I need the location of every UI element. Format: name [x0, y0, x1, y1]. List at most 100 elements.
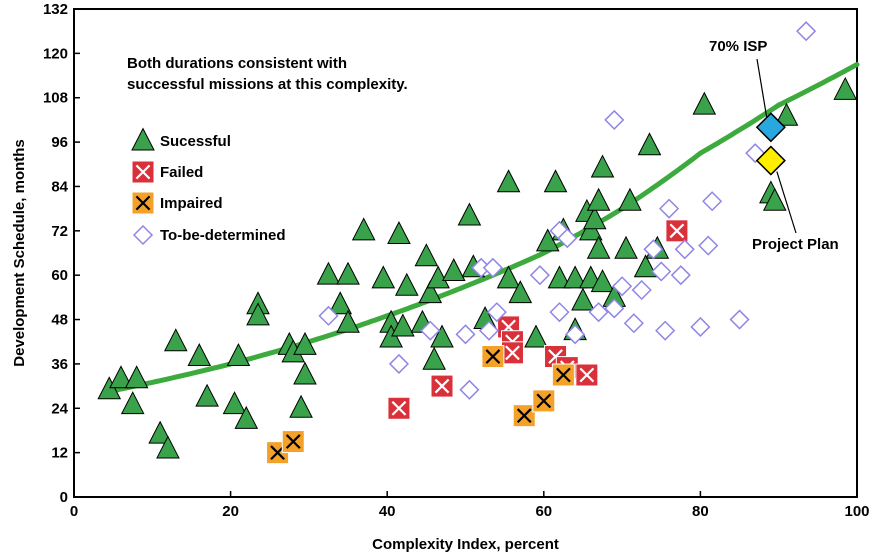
annotation-note-line1: Both durations consistent with — [127, 55, 347, 72]
axes — [73, 8, 858, 498]
point-sucessful — [371, 265, 396, 289]
x-tick-label: 40 — [379, 503, 396, 520]
point-to-be-determined — [612, 276, 633, 297]
x-axis-title: Complexity Index, percent — [372, 536, 559, 553]
point-sucessful — [833, 76, 858, 100]
callout-leader-isp — [756, 58, 768, 119]
point-sucessful — [120, 391, 145, 415]
point-sucessful — [394, 272, 419, 296]
point-to-be-determined — [674, 239, 695, 260]
point-sucessful — [391, 313, 415, 337]
point-to-be-determined — [565, 324, 586, 345]
point-sucessful — [618, 187, 642, 211]
point-sucessful — [109, 365, 133, 389]
point-sucessful — [496, 169, 521, 193]
point-to-be-determined — [482, 257, 503, 278]
point-sucessful — [614, 235, 638, 259]
data-points — [97, 21, 858, 465]
point-to-be-determined — [670, 265, 691, 286]
point-sucessful — [316, 261, 341, 285]
x-tick-label: 80 — [692, 503, 709, 520]
marker-x-stroke — [579, 367, 595, 383]
point-sucessful — [563, 265, 587, 289]
point-sucessful — [590, 269, 615, 293]
y-tick-label: 132 — [43, 1, 68, 18]
callout-leader-plan — [776, 171, 797, 234]
x-tick-label: 20 — [222, 503, 239, 520]
y-tick-label: 36 — [51, 356, 68, 373]
point-to-be-determined — [659, 198, 680, 219]
marker-x-stroke — [135, 195, 151, 211]
x-tick-label: 60 — [535, 503, 552, 520]
point-to-be-determined — [588, 302, 609, 323]
point-sucessful — [234, 405, 259, 429]
point-sucessful — [547, 265, 572, 289]
point-sucessful — [586, 187, 611, 211]
point-impaired — [551, 363, 575, 387]
y-tick-label: 120 — [43, 45, 68, 62]
y-tick-label: 84 — [51, 178, 68, 195]
point-sucessful — [543, 169, 568, 193]
legend-marker-failed — [131, 160, 155, 184]
y-tick-label: 0 — [60, 489, 68, 506]
point-to-be-determined — [651, 261, 672, 282]
point-sucessful — [187, 343, 212, 367]
y-tick-label: 72 — [51, 223, 68, 240]
point-to-be-determined — [698, 235, 719, 256]
legend-label: To-be-determined — [160, 227, 286, 244]
legend-item: Impaired — [131, 191, 223, 215]
legend-marker-impaired — [131, 191, 155, 215]
point-sucessful — [496, 265, 521, 289]
y-tick-label: 96 — [51, 134, 68, 151]
marker-x-stroke — [285, 434, 301, 449]
point-to-be-determined — [796, 21, 817, 42]
point-to-be-determined — [729, 309, 750, 330]
point-sucessful — [222, 391, 247, 415]
point-impaired — [512, 404, 536, 428]
point-sucessful — [422, 346, 446, 370]
point-failed — [430, 374, 454, 398]
x-tick-label: 0 — [70, 503, 78, 520]
point-to-be-determined — [455, 324, 476, 345]
marker-x-stroke — [669, 223, 685, 239]
point-failed — [387, 396, 411, 420]
legend-label: Sucessful — [160, 133, 231, 150]
point-sucessful — [692, 91, 717, 115]
legend-label: Failed — [160, 164, 203, 181]
y-tick-label: 48 — [51, 312, 68, 329]
point-impaired — [532, 389, 556, 413]
point-impaired — [281, 430, 305, 454]
point-failed — [575, 363, 599, 387]
legend-marker-sucessful — [131, 127, 155, 151]
point-sucessful — [293, 331, 317, 355]
legend-item: Sucessful — [131, 127, 231, 151]
point-sucessful — [633, 254, 658, 278]
point-to-be-determined — [459, 379, 480, 400]
marker-x-stroke — [516, 408, 532, 424]
point-sucessful — [414, 243, 439, 267]
point-sucessful — [457, 202, 482, 226]
y-tick-label: 24 — [51, 400, 68, 417]
point-sucessful — [586, 235, 611, 259]
callouts: 70% ISP Project Plan — [709, 38, 839, 253]
point-sucessful — [246, 302, 270, 326]
ticks: 0 20 40 60 80 100 0 12 24 36 48 60 72 84 96 108 120 132 — [43, 1, 870, 520]
point-70-isp — [755, 112, 786, 143]
legend: Sucessful Failed Impaired To-be-determined — [131, 127, 286, 246]
point-to-be-determined — [420, 320, 441, 341]
point-sucessful — [328, 291, 353, 315]
point-to-be-determined — [655, 320, 676, 341]
point-sucessful — [387, 221, 411, 245]
point-to-be-determined — [388, 353, 410, 374]
point-failed — [665, 219, 689, 243]
legend-marker-to-be-determined — [132, 224, 154, 246]
marker-x-stroke — [505, 345, 520, 361]
point-to-be-determined — [549, 302, 570, 323]
legend-label: Impaired — [160, 195, 223, 212]
point-sucessful — [508, 280, 533, 304]
y-tick-label: 108 — [43, 90, 68, 107]
point-sucessful — [156, 435, 180, 459]
point-sucessful — [571, 287, 595, 311]
point-sucessful — [289, 394, 313, 418]
